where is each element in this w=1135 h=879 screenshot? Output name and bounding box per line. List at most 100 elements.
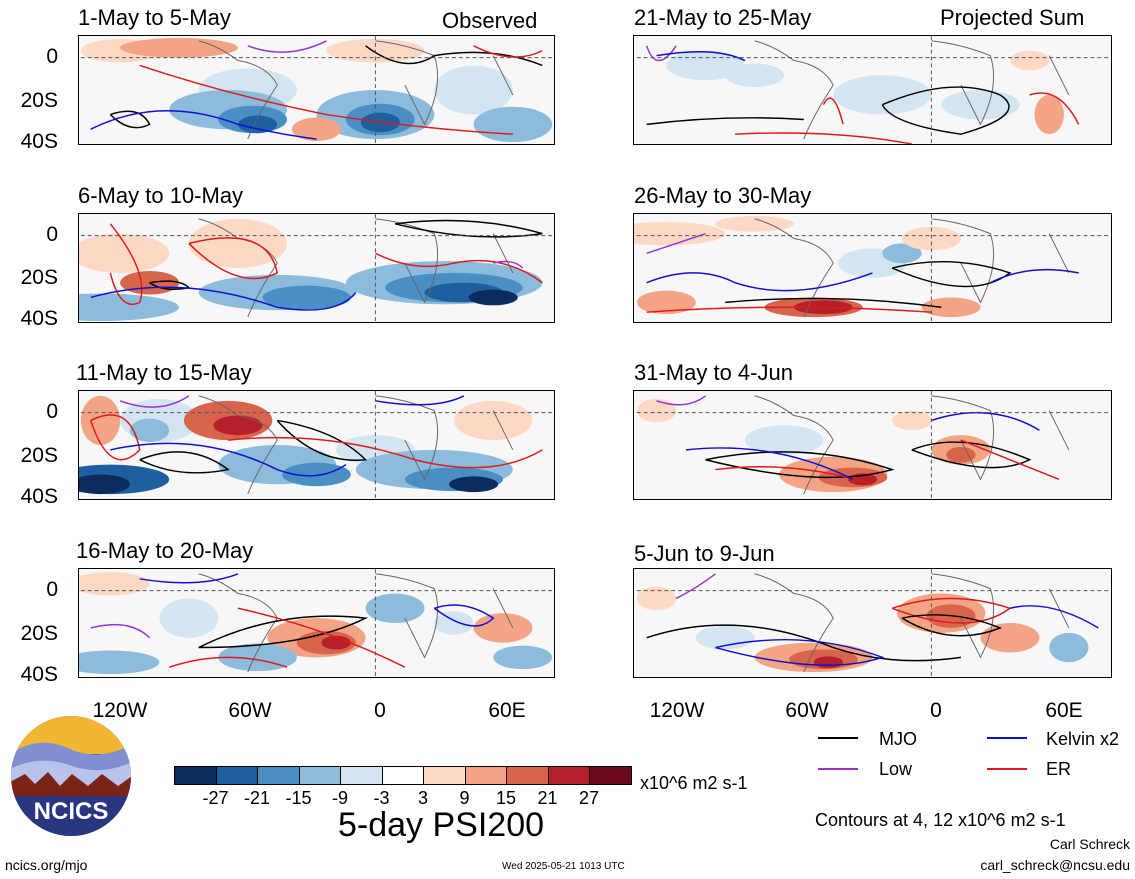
- x-tick-label: 120W: [649, 699, 705, 722]
- field-contour: [321, 635, 351, 650]
- anomaly-contour-line: [715, 638, 885, 666]
- field-contour: [636, 398, 677, 423]
- colorbar-swatch: [464, 766, 507, 785]
- colorbar-tick-label: 27: [578, 788, 600, 808]
- panel-obs-4: [78, 568, 555, 678]
- legend-label-low: Low: [879, 759, 913, 779]
- field-contour: [901, 226, 961, 251]
- anomaly-contour-line: [109, 223, 143, 305]
- field-contour: [79, 293, 180, 322]
- timestamp: Wed 2025-05-21 1013 UTC: [502, 861, 625, 872]
- x-tick-label: 60E: [488, 699, 526, 722]
- anomaly-contour-line: [881, 86, 1010, 135]
- field-contour: [213, 415, 263, 436]
- field-contour: [159, 598, 219, 638]
- panel-title-proj-4: 5-Jun to 9-Jun: [634, 541, 775, 566]
- anomaly-contour-line: [139, 451, 230, 474]
- field-contour: [725, 63, 785, 88]
- field-contour: [188, 218, 288, 268]
- field-contour: [634, 221, 726, 246]
- colorbar-tick-label: 3: [417, 788, 428, 808]
- anomaly-contour-line: [139, 64, 513, 135]
- anomaly-contour-line: [237, 607, 406, 668]
- anomaly-contour-line: [735, 132, 912, 144]
- chart-title: 5-day PSI200: [338, 806, 545, 844]
- anomaly-contour-line: [473, 45, 543, 58]
- field-contour: [946, 446, 976, 463]
- panel-title-obs-1: 1-May to 5-May: [78, 5, 231, 30]
- anomaly-contour-line: [1009, 605, 1099, 629]
- field-contour: [1009, 50, 1050, 71]
- field-contour: [449, 476, 499, 493]
- colorbar-swatch: [423, 766, 466, 785]
- anomaly-contour-line: [1029, 92, 1080, 125]
- anomaly-contour-line: [493, 260, 524, 269]
- x-tick-label: 0: [930, 699, 942, 722]
- anomaly-contour-line: [822, 97, 844, 125]
- panel-proj-2: [633, 213, 1112, 323]
- field-contour: [715, 215, 794, 232]
- colorbar-swatch: [547, 766, 590, 785]
- author: Carl Schreck: [1049, 836, 1130, 852]
- panel-proj-3: [633, 390, 1112, 500]
- anomaly-contour-line: [725, 297, 942, 309]
- field-contour: [1049, 632, 1089, 663]
- panel-map: [79, 569, 553, 677]
- field-contour: [493, 645, 553, 670]
- field-contour: [941, 90, 1020, 120]
- coastline: [198, 40, 514, 140]
- panel-title-proj-1: 21-May to 25-May: [634, 5, 812, 30]
- field-contour: [434, 611, 474, 635]
- field-contour: [744, 425, 824, 455]
- anomaly-contour-line: [375, 395, 465, 406]
- x-tick-label: 120W: [92, 699, 148, 722]
- anomaly-contour-line: [891, 597, 1012, 624]
- panel-obs-2: [78, 213, 555, 323]
- y-tick-label: 20S: [20, 622, 58, 645]
- field-contour: [636, 586, 677, 611]
- field-contour: [921, 297, 981, 318]
- anomaly-contour-line: [375, 252, 543, 284]
- anomaly-contour-line: [228, 436, 543, 469]
- panel-map: [79, 391, 553, 499]
- field-contour: [79, 650, 160, 675]
- panel-title-obs-3: 11-May to 15-May: [76, 360, 252, 385]
- anomaly-contour-line: [110, 442, 347, 477]
- ncics-logo: NCICS: [10, 714, 132, 838]
- field-contour: [291, 117, 342, 142]
- field-contour: [833, 75, 932, 115]
- logo-text: NCICS: [34, 798, 109, 825]
- colorbar-swatch: [257, 766, 300, 785]
- colorbar-tick-label: 9: [459, 788, 470, 808]
- field-contour: [79, 571, 150, 596]
- legend-label-er: ER: [1046, 759, 1072, 779]
- field-contour: [120, 37, 238, 58]
- observed-label: Observed: [442, 8, 538, 33]
- anomaly-contour-line: [90, 286, 357, 311]
- coastline: [754, 218, 1070, 318]
- author-email: carl_schreck@ncsu.edu: [980, 857, 1130, 873]
- y-tick-label: 20S: [20, 89, 58, 112]
- panel-proj-4: [633, 568, 1112, 678]
- field-contour: [666, 50, 745, 81]
- field-contour: [882, 243, 922, 264]
- anomaly-contour-line: [656, 50, 746, 62]
- anomaly-contour-line: [394, 219, 543, 238]
- coastline: [754, 573, 1070, 673]
- panel-map: [80, 36, 553, 144]
- field-contour: [434, 65, 513, 115]
- projected-label: Projected Sum: [940, 5, 1085, 30]
- field-contour: [1034, 94, 1064, 135]
- anomaly-contour-line: [168, 656, 288, 668]
- panel-obs-3: [78, 390, 555, 500]
- anomaly-contour-line: [89, 414, 141, 461]
- anomaly-contour-line: [960, 439, 1060, 481]
- legend-line-kelvin: [987, 737, 1027, 739]
- anomaly-contour-line: [646, 306, 932, 313]
- coastline: [198, 573, 514, 673]
- field-contour: [79, 233, 170, 273]
- panel-map: [636, 391, 1109, 499]
- panel-map: [634, 214, 1109, 322]
- anomaly-contour-line: [646, 117, 804, 126]
- anomaly-contour-line: [433, 604, 495, 627]
